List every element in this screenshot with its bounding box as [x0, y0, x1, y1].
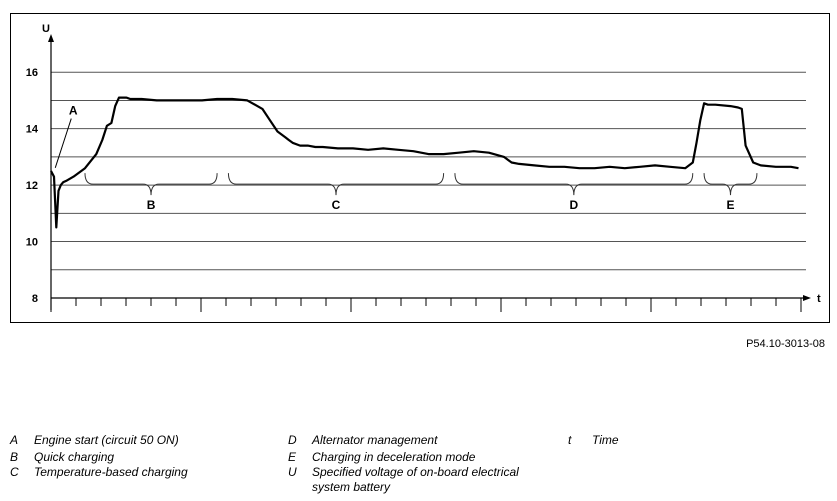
annotation-pointer [54, 118, 72, 168]
legend-text: Specified voltage of on-board electrical… [312, 465, 519, 494]
y-tick-label: 10 [26, 237, 38, 249]
legend-text: Temperature-based charging [34, 465, 188, 479]
legend-key: B [10, 450, 19, 464]
legend-text: Engine start (circuit 50 ON) [34, 433, 179, 447]
bracket-label: D [570, 198, 579, 212]
legend-text: Quick charging [34, 450, 115, 464]
bracket-e [703, 173, 758, 196]
legend-text: Alternator management [312, 433, 438, 447]
bracket-label: B [147, 198, 156, 212]
y-tick-label: 16 [26, 67, 38, 79]
bracket-c [227, 173, 445, 196]
y-tick-label: 12 [26, 180, 38, 192]
legend-text: Charging in deceleration mode [312, 450, 476, 464]
voltage-chart: Ut 8 10 12 14 16 B C D E A [26, 23, 821, 312]
bracket-b [84, 173, 218, 196]
y-axis-arrow [48, 34, 54, 42]
y-tick-label: 14 [26, 124, 39, 136]
y-axis-label: U [42, 23, 50, 35]
voltage-line [50, 96, 799, 229]
figure-code: P54.10-3013-08 [746, 338, 825, 350]
legend-key: t [568, 433, 572, 447]
legend-key: C [10, 465, 19, 479]
x-axis-label: t [817, 293, 821, 305]
legend-text: Time [592, 433, 619, 447]
bracket-label: C [332, 198, 341, 212]
x-axis-arrow [803, 295, 811, 301]
bracket-label: E [726, 198, 734, 212]
legend-key: A [10, 433, 19, 447]
y-tick-label: 8 [32, 293, 38, 305]
legend-key: E [288, 450, 297, 464]
bracket-d [454, 173, 694, 196]
annotation-label: A [69, 104, 78, 118]
legend-key: D [288, 433, 297, 447]
legend-key: U [288, 465, 297, 479]
